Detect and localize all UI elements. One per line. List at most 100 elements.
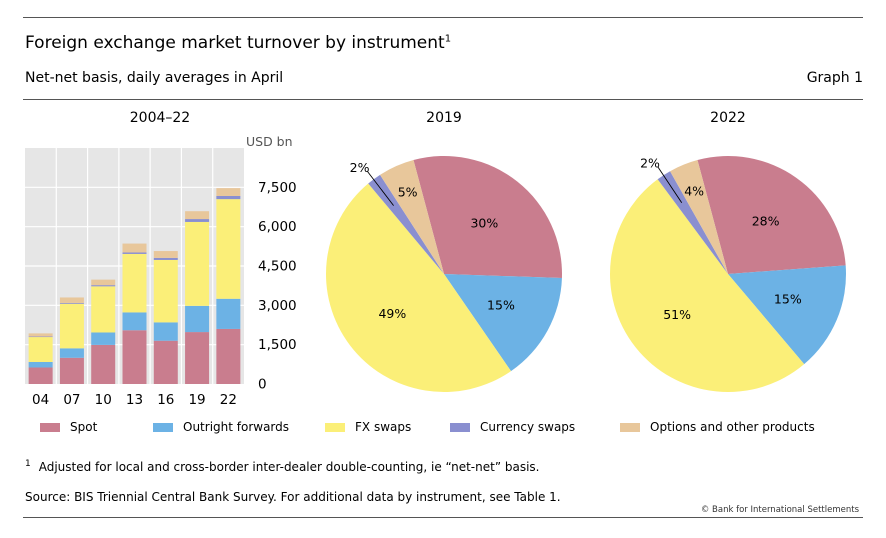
- bar-segment-currency-swaps-10: [91, 285, 116, 287]
- bar-segment-outright-forwards-19: [185, 305, 210, 333]
- y-tick-label: 0: [258, 377, 267, 393]
- y-tick-label: 4,500: [258, 259, 297, 275]
- pie-2022-title: 2022: [710, 110, 746, 126]
- bar-segment-fx-swaps-22: [216, 199, 241, 299]
- pie-slice-currency-swaps: [368, 174, 444, 274]
- x-tick-label: 13: [126, 392, 143, 408]
- pie-leader-line: [367, 171, 394, 206]
- pie-value-label-spot: 30%: [470, 216, 498, 231]
- bar-segment-spot-22: [216, 328, 241, 384]
- bar-segment-outright-forwards-13: [122, 312, 147, 331]
- pie-value-label-options-and-other-products: 4%: [684, 183, 704, 198]
- footnote-marker: 1: [25, 459, 31, 469]
- bar-segment-options-and-other-products-22: [216, 188, 241, 196]
- bar-segment-options-and-other-products-10: [91, 279, 116, 286]
- legend-label-outright-forwards: Outright forwards: [183, 420, 290, 434]
- y-tick-label: 7,500: [258, 180, 297, 196]
- pie-leader-line: [657, 166, 683, 203]
- bar-segment-spot-13: [122, 330, 147, 384]
- pie-value-label-spot: 28%: [752, 214, 780, 229]
- x-tick-label: 19: [188, 392, 205, 408]
- top-rule: [23, 17, 863, 18]
- pie-slice-fx-swaps: [609, 179, 805, 393]
- bar-segment-spot-04: [28, 367, 53, 384]
- legend-label-fx-swaps: FX swaps: [355, 420, 412, 434]
- bar-panel-title: 2004–22: [129, 110, 191, 126]
- bar-segment-spot-10: [91, 344, 116, 384]
- bar-segment-currency-swaps-04: [28, 336, 53, 338]
- subtitle: Net-net basis, daily averages in April: [25, 70, 284, 86]
- pie-chart-2022: 28% 15% 51% 2% 4%: [609, 156, 846, 393]
- bar-segment-options-and-other-products-07: [59, 297, 84, 303]
- legend-item-options: Options and other products: [620, 420, 815, 434]
- legend-swatch-options: [620, 422, 640, 432]
- bar-segment-outright-forwards-16: [153, 322, 178, 341]
- pie-slice-spot: [413, 156, 562, 278]
- bar-segment-spot-07: [59, 357, 84, 384]
- bar-segment-outright-forwards-04: [28, 361, 53, 368]
- bar-chart: 0 1,500 3,000 4,500 6,000 7,500 04 07 10 13 16 19 22: [25, 148, 297, 408]
- title-text: Foreign exchange market turnover by inst…: [25, 33, 445, 53]
- pie-slice-outright-forwards: [728, 265, 846, 365]
- legend-label-spot: Spot: [70, 420, 98, 434]
- pie-slice-options-and-other-products: [380, 160, 444, 274]
- pie-value-label-outright-forwards: 15%: [774, 292, 802, 307]
- pie-slice-currency-swaps: [657, 171, 728, 274]
- bar-segment-options-and-other-products-19: [185, 211, 210, 220]
- legend-label-options: Options and other products: [650, 420, 815, 434]
- unit-label: USD bn: [246, 134, 293, 149]
- bar-segment-options-and-other-products-16: [153, 251, 178, 258]
- bar-segment-outright-forwards-10: [91, 332, 116, 345]
- legend-swatch-outright-forwards: [153, 422, 173, 432]
- bar-segment-spot-16: [153, 340, 178, 384]
- bar-segment-fx-swaps-13: [122, 253, 147, 313]
- x-tick-label: 22: [220, 392, 237, 408]
- x-tick-label: 16: [157, 392, 174, 408]
- legend: Spot Outright forwards FX swaps Currency…: [25, 420, 865, 438]
- source-note: Source: BIS Triennial Central Bank Surve…: [25, 490, 561, 504]
- bar-segment-spot-19: [185, 332, 210, 384]
- bar-segment-options-and-other-products-04: [28, 333, 53, 337]
- legend-item-spot: Spot: [40, 420, 97, 434]
- legend-label-currency-swaps: Currency swaps: [480, 420, 576, 434]
- pie-slice-outright-forwards: [444, 274, 562, 372]
- legend-item-currency-swaps: Currency swaps: [450, 420, 575, 434]
- x-tick-label: 07: [63, 392, 80, 408]
- legend-item-outright-forwards: Outright forwards: [153, 420, 289, 434]
- graph-label: Graph 1: [806, 70, 863, 86]
- bar-segment-options-and-other-products-13: [122, 243, 147, 253]
- bar-segment-currency-swaps-22: [216, 195, 241, 200]
- pie-value-label-options-and-other-products: 5%: [398, 185, 418, 200]
- pie-value-label-currency-swaps: 2%: [640, 156, 660, 171]
- pie-value-label-outright-forwards: 15%: [487, 298, 515, 313]
- legend-item-fx-swaps: FX swaps: [325, 420, 411, 434]
- legend-swatch-spot: [40, 422, 60, 432]
- bar-segment-currency-swaps-16: [153, 257, 178, 260]
- bar-segment-fx-swaps-04: [28, 337, 53, 362]
- copyright: © Bank for International Settlements: [700, 505, 859, 515]
- page-title: Foreign exchange market turnover by inst…: [25, 33, 451, 53]
- bar-segment-currency-swaps-19: [185, 219, 210, 222]
- y-tick-label: 1,500: [258, 337, 297, 353]
- pie-value-label-currency-swaps: 2%: [350, 160, 370, 175]
- pie-value-label-fx-swaps: 51%: [663, 307, 691, 322]
- bar-segment-fx-swaps-07: [59, 303, 84, 349]
- pie-chart-2019: 30% 15% 49% 2% 5%: [325, 156, 562, 392]
- pie-slice-spot: [697, 156, 846, 274]
- y-tick-label: 6,000: [258, 219, 297, 235]
- x-tick-label: 10: [95, 392, 112, 408]
- legend-swatch-fx-swaps: [325, 422, 345, 432]
- pie-2019-title: 2019: [426, 110, 462, 126]
- bar-segment-outright-forwards-07: [59, 348, 84, 358]
- y-tick-label: 3,000: [258, 298, 297, 314]
- bottom-rule: [23, 517, 863, 518]
- bar-segment-fx-swaps-16: [153, 259, 178, 323]
- title-footnote-marker: 1: [444, 33, 452, 45]
- footnote-text: Adjusted for local and cross-border inte…: [38, 460, 540, 474]
- bar-segment-currency-swaps-13: [122, 252, 147, 254]
- bar-segment-fx-swaps-19: [185, 221, 210, 306]
- footnote: 1 Adjusted for local and cross-border int…: [25, 459, 540, 474]
- pie-slice-options-and-other-products: [670, 160, 728, 274]
- pie-slice-fx-swaps: [325, 183, 512, 392]
- chart-canvas: 0 1,500 3,000 4,500 6,000 7,500 04 07 10 13 16 19 22…: [25, 148, 846, 408]
